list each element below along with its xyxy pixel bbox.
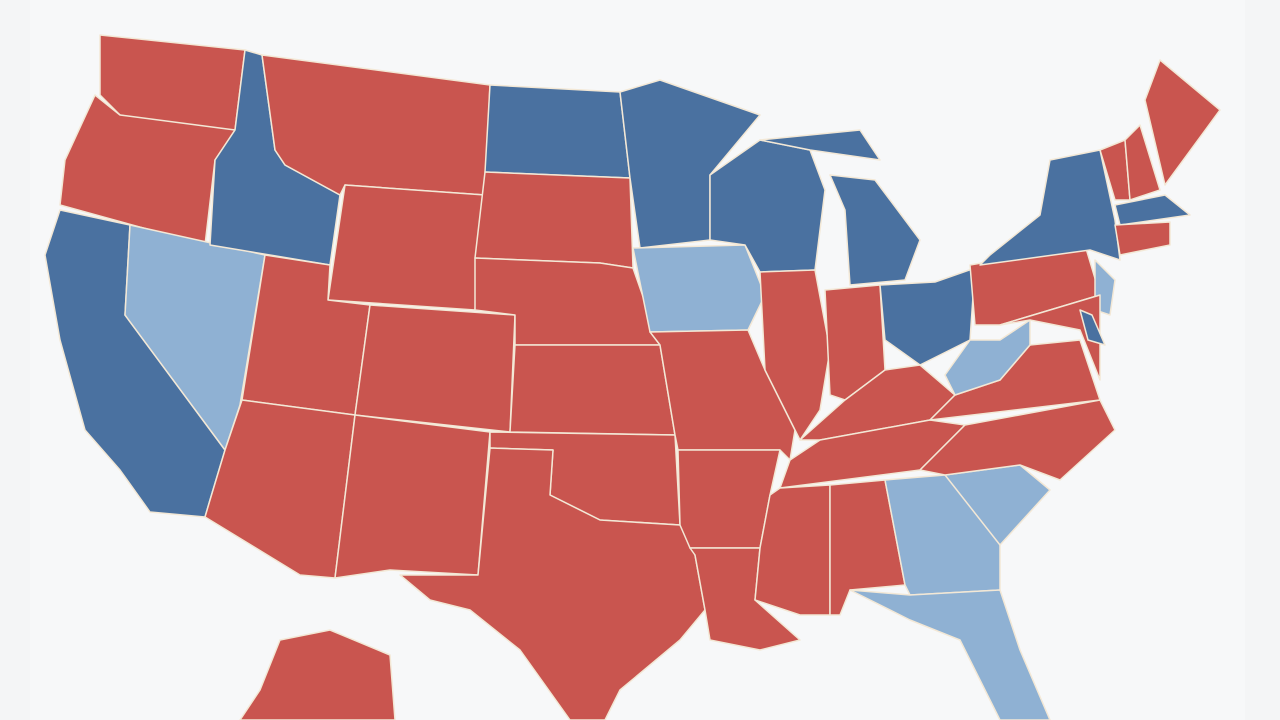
state (1114, 194, 1191, 226)
state (1079, 309, 1106, 346)
state (849, 589, 1051, 720)
state (829, 174, 921, 286)
state (399, 447, 706, 720)
state (754, 484, 831, 616)
state (354, 304, 516, 433)
state (919, 399, 1116, 481)
state (649, 329, 796, 461)
state (1114, 221, 1171, 256)
state (1144, 59, 1221, 186)
state (979, 149, 1121, 266)
state (474, 171, 634, 269)
state (1124, 124, 1161, 201)
state (999, 294, 1101, 381)
state (484, 84, 631, 179)
state (327, 184, 486, 311)
state (759, 269, 831, 441)
state (334, 414, 491, 579)
states (44, 34, 1221, 720)
state (59, 94, 236, 246)
state (944, 319, 1031, 396)
state (239, 629, 396, 720)
state (632, 244, 766, 333)
state (759, 129, 881, 161)
state (509, 344, 676, 436)
